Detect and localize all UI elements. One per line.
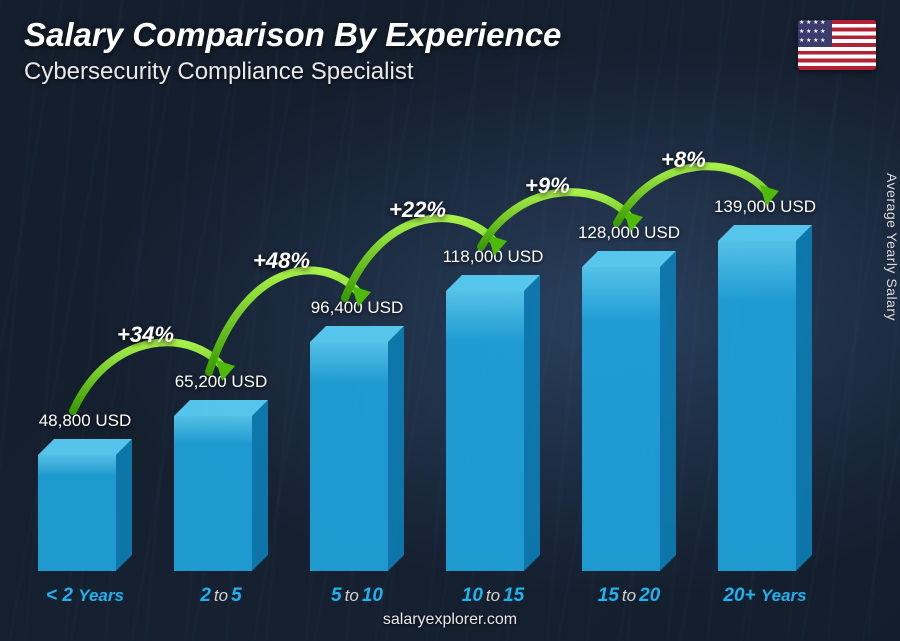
bar [582, 267, 676, 571]
bar-category-label: 10to15 [428, 585, 558, 607]
page-subtitle: Cybersecurity Compliance Specialist [24, 58, 413, 86]
bar [446, 291, 540, 571]
increase-pct-label: +22% [389, 197, 446, 223]
increase-pct-label: +48% [253, 248, 310, 274]
infographic-stage: Salary Comparison By Experience Cybersec… [0, 0, 900, 641]
bar-slot: 48,800 USD< 2 Years [30, 395, 140, 571]
y-axis-label: Average Yearly Salary [884, 173, 900, 321]
bar-category-label: 15to20 [564, 585, 694, 607]
bar-slot: 118,000 USD10to15 [438, 231, 548, 571]
bar-category-label: 20+ Years [700, 585, 830, 607]
bar-value-label: 128,000 USD [559, 223, 699, 243]
bar-slot: 65,200 USD2to5 [166, 356, 276, 571]
usa-flag-icon [798, 20, 876, 70]
increase-pct-label: +34% [117, 322, 174, 348]
bar [310, 342, 404, 571]
bar-value-label: 139,000 USD [695, 197, 835, 217]
bar-slot: 128,000 USD15to20 [574, 207, 684, 571]
bar-value-label: 65,200 USD [151, 372, 291, 392]
bar [38, 455, 132, 571]
salary-bar-chart: 48,800 USD< 2 Years65,200 USD2to596,400 … [30, 101, 850, 571]
bar-value-label: 48,800 USD [15, 411, 155, 431]
bar-category-label: < 2 Years [20, 585, 150, 607]
bar-value-label: 118,000 USD [423, 247, 563, 267]
bar [174, 416, 268, 571]
bar-value-label: 96,400 USD [287, 298, 427, 318]
page-title: Salary Comparison By Experience [24, 16, 561, 54]
bar-slot: 96,400 USD5to10 [302, 282, 412, 571]
bar-slot: 139,000 USD20+ Years [710, 181, 820, 571]
increase-pct-label: +8% [661, 147, 706, 173]
bar [718, 241, 812, 571]
bar-category-label: 2to5 [156, 585, 286, 607]
increase-pct-label: +9% [525, 173, 570, 199]
footer-credit: salaryexplorer.com [0, 611, 900, 629]
bar-category-label: 5to10 [292, 585, 422, 607]
